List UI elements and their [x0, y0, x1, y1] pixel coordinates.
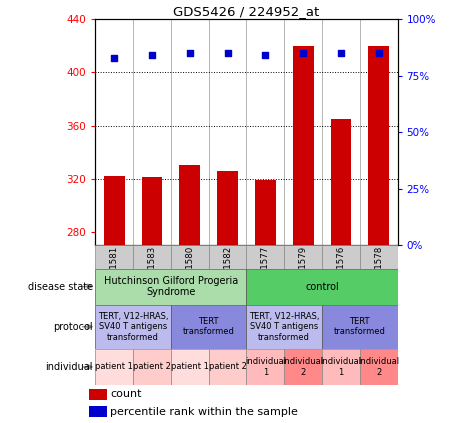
- Bar: [360, 349, 398, 385]
- Bar: [95, 269, 246, 305]
- Bar: [95, 245, 133, 269]
- Bar: [171, 245, 209, 269]
- Text: GSM1481581: GSM1481581: [110, 246, 119, 304]
- Text: TERT, V12-HRAS,
SV40 T antigens
transformed: TERT, V12-HRAS, SV40 T antigens transfor…: [98, 312, 168, 342]
- Text: disease state: disease state: [28, 282, 93, 291]
- Bar: [179, 165, 200, 245]
- Bar: [293, 46, 313, 245]
- Bar: [104, 176, 125, 245]
- Bar: [89, 388, 106, 400]
- Text: individual
2: individual 2: [358, 357, 399, 376]
- Bar: [209, 245, 246, 269]
- Bar: [331, 119, 351, 245]
- Bar: [322, 305, 398, 349]
- Point: [111, 54, 118, 61]
- Text: individual
1: individual 1: [320, 357, 361, 376]
- Bar: [95, 305, 171, 349]
- Text: control: control: [305, 282, 339, 291]
- Bar: [142, 178, 162, 245]
- Bar: [95, 349, 133, 385]
- Bar: [255, 180, 276, 245]
- Bar: [246, 305, 322, 349]
- Text: TERT
transformed: TERT transformed: [183, 317, 235, 336]
- Text: TERT
transformed: TERT transformed: [334, 317, 386, 336]
- Bar: [246, 245, 284, 269]
- Text: GSM1481583: GSM1481583: [147, 246, 157, 304]
- Bar: [322, 349, 360, 385]
- Text: patient 2: patient 2: [209, 363, 246, 371]
- Text: count: count: [110, 389, 142, 399]
- Bar: [133, 245, 171, 269]
- Text: GSM1481577: GSM1481577: [261, 246, 270, 304]
- Text: TERT, V12-HRAS,
SV40 T antigens
transformed: TERT, V12-HRAS, SV40 T antigens transfor…: [249, 312, 319, 342]
- Bar: [246, 349, 284, 385]
- Text: GSM1481576: GSM1481576: [336, 246, 345, 304]
- Text: GSM1481580: GSM1481580: [185, 246, 194, 304]
- Bar: [217, 171, 238, 245]
- Text: patient 2: patient 2: [133, 363, 171, 371]
- Bar: [171, 305, 246, 349]
- Bar: [246, 269, 398, 305]
- Text: patient 1: patient 1: [95, 363, 133, 371]
- Bar: [322, 245, 360, 269]
- Point: [337, 49, 345, 56]
- Bar: [209, 349, 246, 385]
- Text: GSM1481579: GSM1481579: [299, 246, 308, 304]
- Text: individual
2: individual 2: [283, 357, 324, 376]
- Bar: [368, 46, 389, 245]
- Bar: [171, 349, 209, 385]
- Text: individual: individual: [46, 362, 93, 372]
- Point: [262, 52, 269, 59]
- Bar: [133, 349, 171, 385]
- Text: GSM1481578: GSM1481578: [374, 246, 383, 304]
- Text: Hutchinson Gilford Progeria
Syndrome: Hutchinson Gilford Progeria Syndrome: [104, 276, 238, 297]
- Text: individual
1: individual 1: [245, 357, 286, 376]
- Point: [299, 49, 307, 56]
- Bar: [360, 245, 398, 269]
- Point: [186, 49, 193, 56]
- Bar: [284, 349, 322, 385]
- Point: [375, 49, 382, 56]
- Text: percentile rank within the sample: percentile rank within the sample: [110, 407, 298, 417]
- Point: [148, 52, 156, 59]
- Bar: [89, 406, 106, 417]
- Text: GSM1481582: GSM1481582: [223, 246, 232, 304]
- Title: GDS5426 / 224952_at: GDS5426 / 224952_at: [173, 5, 319, 18]
- Text: patient 1: patient 1: [171, 363, 209, 371]
- Text: protocol: protocol: [53, 322, 93, 332]
- Bar: [284, 245, 322, 269]
- Point: [224, 49, 231, 56]
